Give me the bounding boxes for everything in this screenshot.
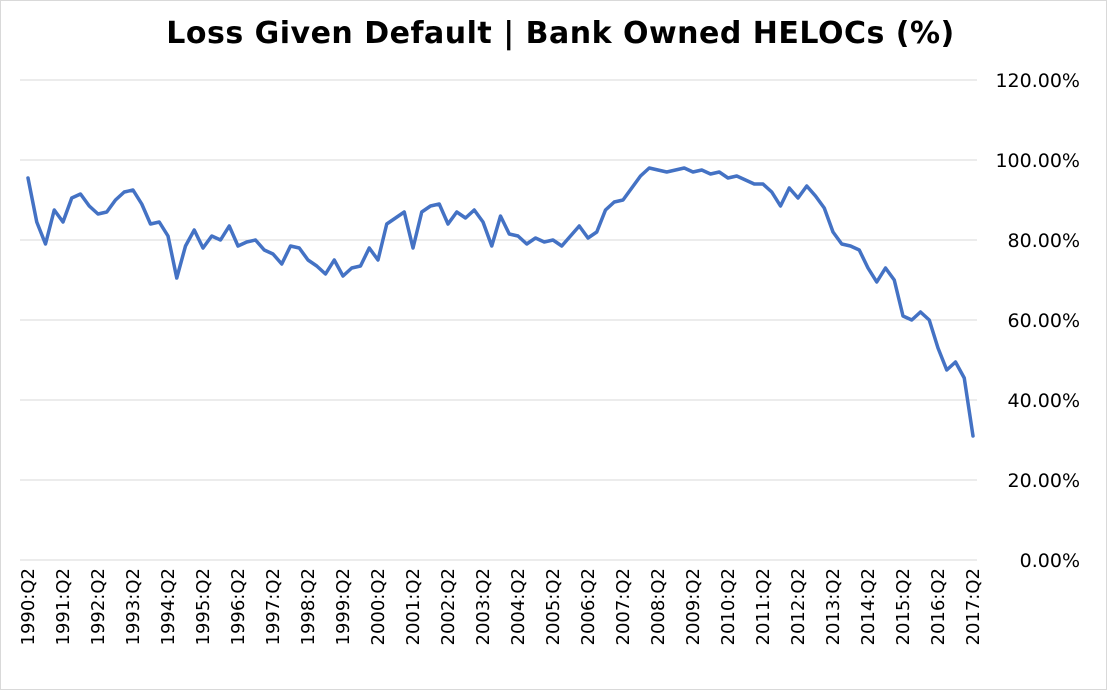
y-tick-label: 60.00%: [1008, 310, 1080, 332]
y-tick-label: 20.00%: [1008, 470, 1080, 492]
gridlines: [20, 79, 977, 561]
x-tick-label: 1993:Q2: [123, 568, 144, 646]
x-tick-label: 2016:Q2: [928, 568, 949, 646]
x-tick-label: 2012:Q2: [788, 568, 809, 646]
x-tick-label: 2010:Q2: [718, 568, 739, 646]
series-line-0: [26, 166, 975, 438]
chart-title: Loss Given Default | Bank Owned HELOCs (…: [166, 16, 955, 51]
x-tick-label: 2013:Q2: [823, 568, 844, 646]
y-axis-ticks: 0.00% 20.00% 40.00% 60.00% 80.00% 100.00% 120.…: [995, 70, 1080, 572]
x-tick-label: 2000:Q2: [368, 568, 389, 646]
x-tick-label: 1999:Q2: [333, 568, 354, 646]
x-tick-label: 1995:Q2: [193, 568, 214, 646]
x-tick-label: 1996:Q2: [228, 568, 249, 646]
y-tick-label: 0.00%: [1020, 550, 1080, 572]
y-tick-label: 40.00%: [1008, 390, 1080, 412]
series-lines: [26, 166, 975, 438]
x-tick-label: 1991:Q2: [53, 568, 74, 646]
y-tick-label: 100.00%: [995, 150, 1080, 172]
x-tick-label: 2006:Q2: [578, 568, 599, 646]
x-tick-label: 2008:Q2: [648, 568, 669, 646]
x-tick-label: 2005:Q2: [543, 568, 564, 646]
x-tick-label: 2015:Q2: [893, 568, 914, 646]
x-tick-label: 2003:Q2: [473, 568, 494, 646]
x-tick-label: 1992:Q2: [88, 568, 109, 646]
y-tick-label: 120.00%: [995, 70, 1080, 92]
x-tick-label: 2011:Q2: [753, 568, 774, 646]
x-tick-label: 2004:Q2: [508, 568, 529, 646]
x-tick-label: 2002:Q2: [438, 568, 459, 646]
x-tick-label: 1990:Q2: [18, 568, 39, 646]
y-tick-label: 80.00%: [1008, 230, 1080, 252]
x-tick-label: 2009:Q2: [683, 568, 704, 646]
x-tick-label: 1998:Q2: [298, 568, 319, 646]
x-tick-label: 2007:Q2: [613, 568, 634, 646]
x-tick-label: 1994:Q2: [158, 568, 179, 646]
x-tick-label: 2014:Q2: [858, 568, 879, 646]
x-tick-label: 2017:Q2: [963, 568, 984, 646]
x-tick-label: 1997:Q2: [263, 568, 284, 646]
x-tick-label: 2001:Q2: [403, 568, 424, 646]
x-axis-ticks: 1990:Q2 1991:Q2 1992:Q2 1993:Q2 1994:Q2 1995:…: [18, 568, 984, 646]
